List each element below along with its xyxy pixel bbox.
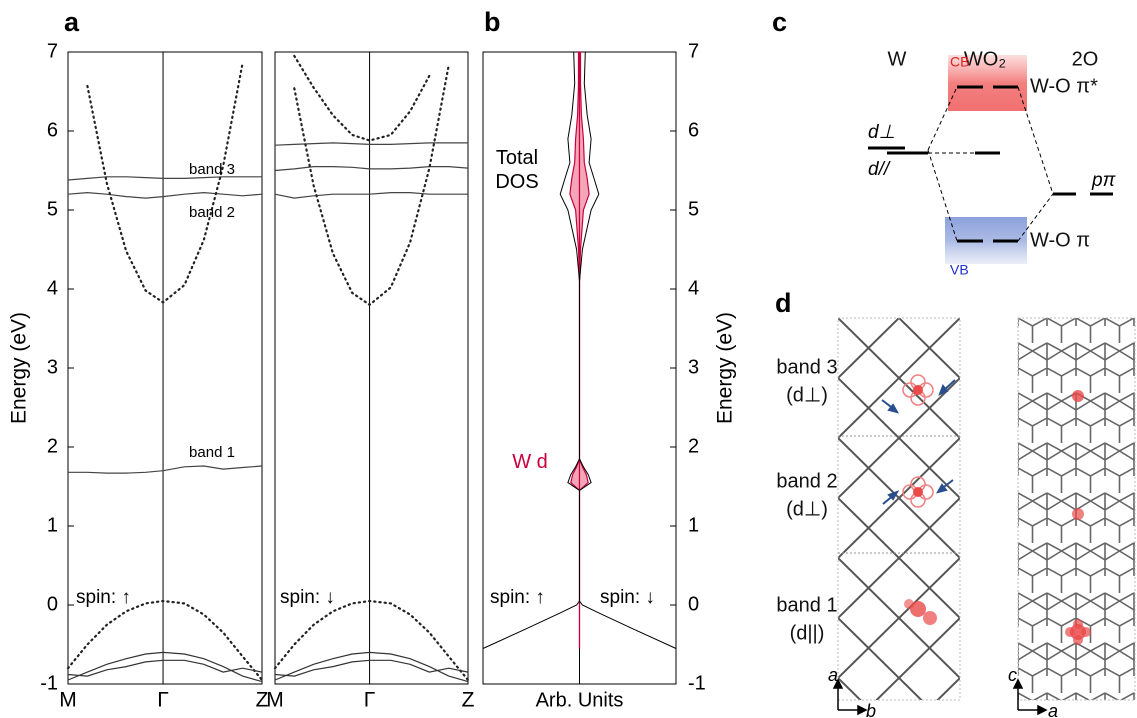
annotation: spin: ↓ — [600, 587, 655, 608]
y-tick-label: -1 — [40, 672, 58, 694]
y-tick-label: 6 — [688, 119, 699, 141]
y-tick-label: 4 — [47, 277, 58, 299]
panel-label: b — [484, 7, 501, 37]
band-label: CB — [950, 54, 969, 70]
y-axis-label: Energy (eV) — [8, 312, 31, 424]
series-label: Total DOS — [495, 147, 539, 193]
x-axis-label: Arb. Units — [536, 689, 624, 711]
panel-label: a — [64, 7, 80, 37]
y-tick-label: 2 — [688, 435, 699, 457]
x-tick-label: Γ — [157, 689, 169, 712]
level-label: W-O π* — [1030, 75, 1098, 97]
band-line — [86, 62, 244, 304]
dos-curve — [569, 51, 581, 649]
annotation: spin: ↑ — [76, 587, 131, 608]
band-line — [274, 192, 468, 199]
band-label: VB — [950, 262, 969, 278]
y-tick-label: 5 — [688, 198, 699, 220]
band-label: band 3 — [776, 356, 837, 378]
column-label: WO₂ — [964, 48, 1006, 70]
displacement-arrows — [881, 379, 956, 505]
band-line — [68, 465, 263, 474]
dos-curve — [578, 51, 590, 649]
correlation-line — [927, 86, 1054, 242]
y-tick-label: 1 — [688, 514, 699, 536]
y-tick-label: -1 — [688, 672, 706, 694]
band-line — [67, 191, 263, 199]
panel-label: d — [775, 288, 792, 318]
x-tick-label: M — [59, 689, 77, 712]
annotation: spin: ↑ — [490, 587, 545, 608]
y-tick-label: 3 — [688, 356, 699, 378]
orbital-label: (d⊥) — [786, 498, 828, 520]
column-label: W — [888, 48, 907, 70]
band-line — [273, 599, 470, 682]
band-label: band 2 — [776, 470, 837, 492]
y-tick-label: 0 — [47, 593, 58, 615]
panel-label: c — [772, 7, 787, 37]
axis-label: a — [828, 665, 838, 685]
band-line — [67, 651, 263, 683]
y-tick-label: 6 — [47, 119, 58, 141]
band-line — [67, 659, 263, 677]
y-tick-label: 1 — [47, 514, 58, 536]
x-tick-label: M — [266, 689, 284, 712]
lattice-ab — [837, 317, 961, 701]
x-tick-label: Z — [256, 689, 269, 712]
orbital-label: pπ — [1091, 170, 1117, 191]
y-tick-label: 3 — [47, 356, 58, 378]
y-tick-label: 5 — [47, 198, 58, 220]
band-line — [274, 659, 469, 677]
x-tick-label: Γ — [364, 689, 376, 712]
annotation: band 1 — [189, 444, 235, 461]
dos-curve — [482, 51, 580, 649]
band-line — [274, 166, 469, 172]
y-tick-label: 2 — [47, 435, 58, 457]
column-label: 2O — [1072, 48, 1099, 70]
series-label: W d — [512, 451, 548, 473]
y-tick-label: 7 — [47, 40, 58, 62]
band-line — [66, 599, 264, 682]
y-tick-label: 7 — [688, 40, 699, 62]
band-line — [274, 142, 468, 146]
band-label: band 1 — [776, 594, 837, 616]
orbital-centers — [904, 385, 1091, 645]
orbital-label: (d||) — [790, 622, 825, 644]
axis-label: c — [1008, 665, 1017, 685]
axis-label: a — [1048, 701, 1058, 718]
annotation: spin: ↓ — [280, 587, 335, 608]
band-line — [67, 176, 262, 181]
annotation: band 3 — [189, 161, 235, 178]
dos-curve — [579, 51, 677, 649]
level-label: W-O π — [1030, 229, 1090, 251]
annotation: band 2 — [189, 204, 235, 221]
y-tick-label: 0 — [688, 593, 699, 615]
band-line — [274, 651, 469, 683]
axis-label: b — [866, 701, 876, 718]
orbital-label: (d⊥) — [786, 384, 828, 406]
band-line — [293, 64, 450, 307]
band-line — [293, 54, 431, 142]
axis-arrows — [832, 678, 1048, 716]
orbital-label: d// — [868, 159, 891, 180]
conduction-band-box — [948, 55, 1027, 111]
orbital-label: d⊥ — [868, 122, 895, 143]
y-tick-label: 4 — [688, 277, 699, 299]
x-tick-label: Z — [462, 689, 475, 712]
y-axis-label: Energy (eV) — [714, 312, 737, 424]
